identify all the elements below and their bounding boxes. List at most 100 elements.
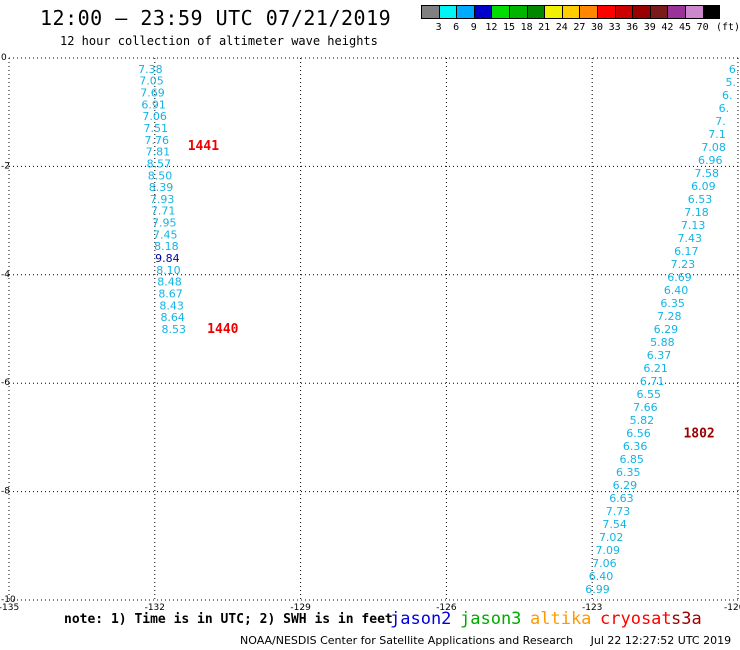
legend-swatch xyxy=(456,5,474,19)
wave-height-label: 6.36 xyxy=(623,440,648,453)
wave-height-label: 7.69 xyxy=(140,86,165,99)
legend-tick-label: 39 xyxy=(643,22,656,33)
wave-height-label: 6.99 xyxy=(585,583,610,596)
x-tick-label: -135 xyxy=(0,603,19,613)
legend-swatch xyxy=(544,5,562,19)
legend-swatch xyxy=(561,5,580,19)
color-legend-labels: 3 6 9 12 15 18 21 24 27 30 33 36 39 42 45 70 xyxy=(421,22,740,34)
legend-tick-label: 24 xyxy=(555,22,568,33)
wave-height-label: 6.53 xyxy=(688,193,713,206)
pass-time-label: 1441 xyxy=(188,139,219,154)
wave-height-label: 6. xyxy=(719,102,730,115)
legend-tick-label: 70 xyxy=(696,22,709,33)
footer: NOAA/NESDIS Center for Satellite Applica… xyxy=(240,634,731,647)
wave-height-label: 7.23 xyxy=(671,258,696,271)
map-title: 12:00 – 23:59 UTC 07/21/2019 xyxy=(40,6,392,30)
wave-height-label: 7.73 xyxy=(606,505,631,518)
pass-time-label: 1440 xyxy=(207,322,238,337)
wave-height-label: 5.82 xyxy=(630,414,655,427)
legend-swatch xyxy=(491,5,509,19)
legend-tick-label: 6 xyxy=(453,22,460,33)
wave-height-label: 6. xyxy=(722,89,733,102)
legend-swatch xyxy=(421,5,439,19)
color-legend xyxy=(421,5,721,19)
wave-height-label: 7.81 xyxy=(146,146,171,159)
legend-swatch xyxy=(596,5,615,19)
legend-tick-label: 42 xyxy=(661,22,674,33)
legend-cryosat: cryosat xyxy=(600,609,672,629)
x-tick-label: -120 xyxy=(724,603,740,613)
legend-swatch xyxy=(579,5,597,19)
wave-height-label: 8.64 xyxy=(160,311,185,324)
wave-height-label: 6.63 xyxy=(609,492,634,505)
wave-height-label: 6.29 xyxy=(613,479,638,492)
legend-tick-label: 33 xyxy=(608,22,621,33)
legend-jason3: jason3 xyxy=(460,609,522,629)
wave-height-label: 6. xyxy=(729,63,740,76)
wave-height-label: 6.40 xyxy=(589,570,614,583)
wave-height-label: 8.53 xyxy=(162,323,187,336)
wave-height-label: 8.57 xyxy=(147,157,172,170)
wave-height-label: 8.48 xyxy=(157,276,182,289)
wave-height-label: 6.21 xyxy=(643,362,668,375)
wave-height-label: 8.18 xyxy=(154,240,179,253)
y-tick-label: -6 xyxy=(1,378,10,388)
wave-height-label: 7.05 xyxy=(139,75,164,88)
wave-height-label: 7.58 xyxy=(695,167,720,180)
wave-height-label: 9.84 xyxy=(155,252,180,265)
legend-swatch xyxy=(526,5,545,19)
y-tick-label: -8 xyxy=(1,487,10,497)
wave-height-label: 6.35 xyxy=(660,297,685,310)
y-tick-label: -2 xyxy=(1,161,10,171)
y-tick-label: 0 xyxy=(1,53,7,63)
legend-tick-label: 9 xyxy=(470,22,477,33)
legend-swatch xyxy=(684,5,703,19)
y-tick-label: -4 xyxy=(1,270,10,280)
wave-height-label: 7. xyxy=(715,115,726,128)
wave-height-label: 8.10 xyxy=(156,264,181,277)
legend-unit-label: (ft) xyxy=(716,22,740,33)
x-tick-label: -132 xyxy=(145,603,165,613)
wave-height-label: 6.56 xyxy=(626,427,651,440)
footer-center: NOAA/NESDIS Center for Satellite Applica… xyxy=(240,634,574,647)
wave-height-label: 6.96 xyxy=(698,154,723,167)
map-subtitle: 12 hour collection of altimeter wave hei… xyxy=(60,34,378,48)
wave-height-label: 7.66 xyxy=(633,401,658,414)
footer-timestamp: Jul 22 12:27:52 UTC 2019 xyxy=(590,634,732,647)
wave-height-label: 7.08 xyxy=(701,141,726,154)
wave-height-label: 5.88 xyxy=(650,336,675,349)
wave-height-label: 6.55 xyxy=(637,388,662,401)
legend-swatch xyxy=(508,5,527,19)
wave-height-label: 7.43 xyxy=(677,232,702,245)
wave-height-label: 7.09 xyxy=(596,544,621,557)
wave-height-label: 7.38 xyxy=(138,63,163,76)
legend-tick-label: 45 xyxy=(678,22,692,33)
legend-tick-label: 15 xyxy=(502,22,516,33)
x-tick-label: -129 xyxy=(290,603,311,613)
pass-time-label: 1802 xyxy=(683,427,714,442)
wave-height-label: 7.02 xyxy=(599,531,624,544)
wave-height-label: 7.06 xyxy=(142,110,167,123)
legend-tick-label: 12 xyxy=(485,22,498,33)
x-tick-label: -123 xyxy=(582,603,602,613)
legend-swatch xyxy=(614,5,633,19)
wave-height-label: 7.18 xyxy=(684,206,709,219)
legend-s3a: s3a xyxy=(671,609,702,629)
legend-swatch xyxy=(438,5,457,19)
wave-height-label: 7.93 xyxy=(150,193,175,206)
wave-height-label: 7.51 xyxy=(143,122,168,135)
legend-swatch xyxy=(667,5,685,19)
wave-height-label: 7.76 xyxy=(145,134,170,147)
wave-height-label: 7.06 xyxy=(592,557,617,570)
note-text: note: 1) Time is in UTC; 2) SWH is in fe… xyxy=(64,612,393,627)
wave-height-label: 6.91 xyxy=(141,98,166,111)
wave-height-label: 6.40 xyxy=(664,284,689,297)
wave-height-label: 6.09 xyxy=(691,180,716,193)
legend-tick-label: 18 xyxy=(520,22,533,33)
wave-height-label: 7.28 xyxy=(657,310,682,323)
wave-height-label: 7.95 xyxy=(152,217,177,230)
legend-tick-label: 27 xyxy=(573,22,586,33)
wave-height-label: 7.54 xyxy=(602,518,627,531)
wave-height-label: 6.71 xyxy=(640,375,665,388)
